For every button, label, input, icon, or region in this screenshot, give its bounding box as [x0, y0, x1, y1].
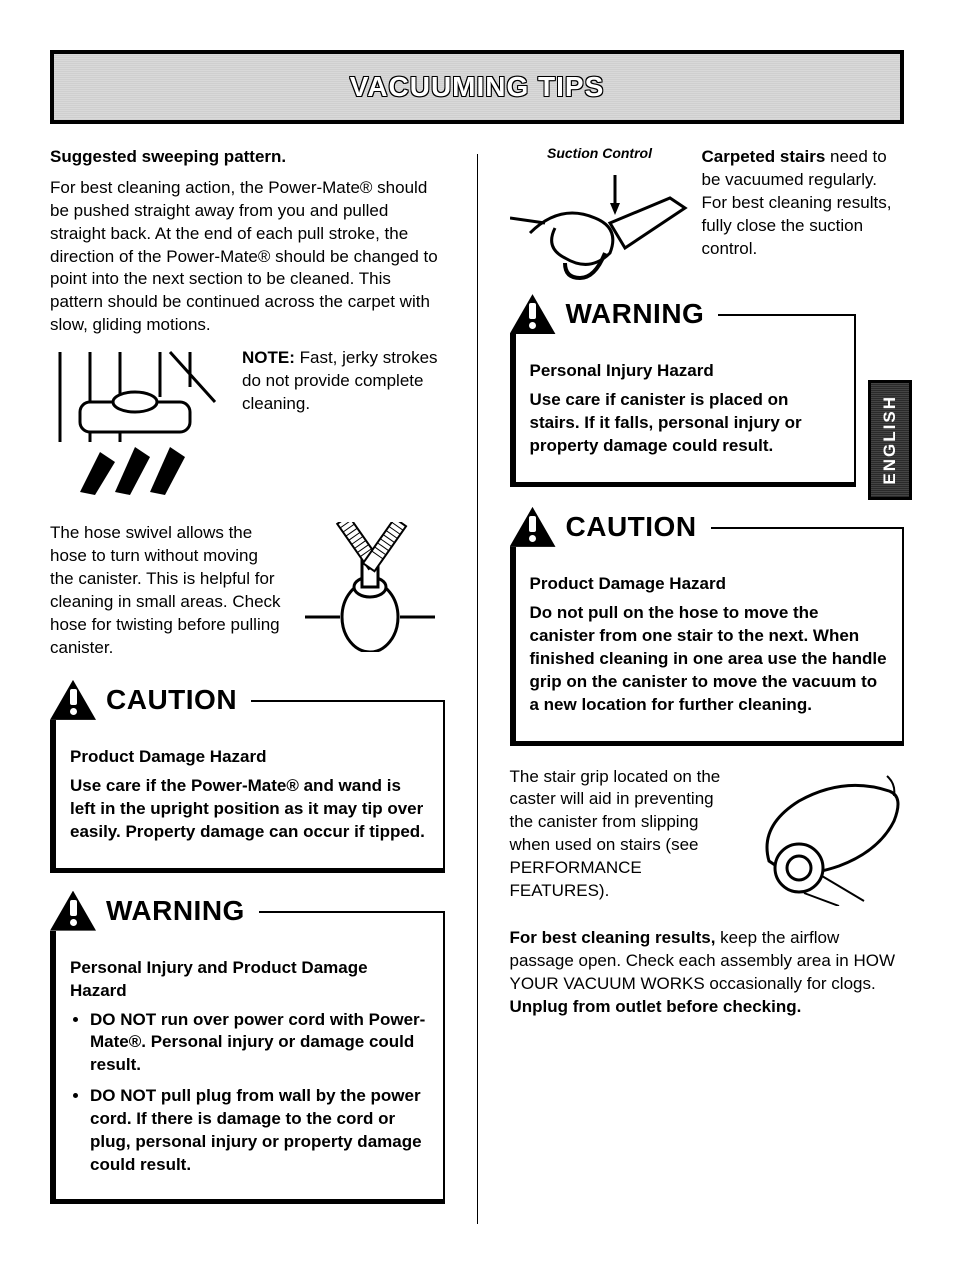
warning2-title: WARNING: [566, 295, 705, 333]
best-unplug: Unplug from outlet before checking.: [510, 997, 802, 1016]
warning2-body: Use care if canister is placed on stairs…: [530, 389, 841, 458]
warning-box-2: WARNING Personal Injury Hazard Use care …: [510, 314, 857, 487]
para-best-results: For best cleaning results, keep the airf…: [510, 927, 905, 1019]
hose-swivel-illustration: [295, 522, 445, 652]
left-column: Suggested sweeping pattern. For best cle…: [50, 146, 445, 1224]
para-hose-swivel: The hose swivel allows the hose to turn …: [50, 522, 283, 660]
language-tab-label: ENGLISH: [879, 395, 902, 485]
header-banner: VACUUMING TIPS: [50, 50, 904, 124]
warning-triangle-icon: [510, 507, 556, 547]
canister-stair-grip-illustration: [744, 766, 904, 906]
stairs-lead: Carpeted stairs: [702, 147, 826, 166]
right-column: Suction Control Carpe: [510, 146, 905, 1224]
para-sweeping: For best cleaning action, the Power-Mate…: [50, 177, 445, 338]
page-title: VACUUMING TIPS: [54, 68, 900, 106]
warning1-item: DO NOT pull plug from wall by the power …: [90, 1085, 429, 1177]
language-tab: ENGLISH: [868, 380, 912, 500]
para-stair-grip: The stair grip located on the caster wil…: [510, 766, 733, 904]
warning-triangle-icon: [50, 891, 96, 931]
warning1-list: DO NOT run over power cord with Power-Ma…: [70, 1009, 429, 1178]
heading-sweeping: Suggested sweeping pattern.: [50, 146, 445, 169]
warning-triangle-icon: [50, 680, 96, 720]
caution1-sub: Product Damage Hazard: [70, 746, 429, 769]
note-text: NOTE: Fast, jerky strokes do not provide…: [242, 347, 445, 416]
warning-triangle-icon: [510, 294, 556, 334]
sweeping-pattern-illustration: [50, 347, 230, 497]
best-lead: For best cleaning results,: [510, 928, 716, 947]
caution2-body: Do not pull on the hose to move the cani…: [530, 602, 889, 717]
warning-box-1: WARNING Personal Injury and Product Dama…: [50, 911, 445, 1204]
warning1-sub: Personal Injury and Product Damage Hazar…: [70, 957, 429, 1003]
caution2-sub: Product Damage Hazard: [530, 573, 889, 596]
note-label: NOTE:: [242, 348, 295, 367]
warning2-sub: Personal Injury Hazard: [530, 360, 841, 383]
column-divider: [477, 154, 478, 1224]
caution-title: CAUTION: [106, 681, 237, 719]
caution1-body: Use care if the Power-Mate® and wand is …: [70, 775, 429, 844]
suction-control-illustration: [510, 163, 690, 283]
warning1-item: DO NOT run over power cord with Power-Ma…: [90, 1009, 429, 1078]
warning-title: WARNING: [106, 892, 245, 930]
caution-box-2: CAUTION Product Damage Hazard Do not pul…: [510, 527, 905, 746]
caution2-title: CAUTION: [566, 508, 697, 546]
para-carpeted-stairs: Carpeted stairs need to be vacuumed regu…: [702, 146, 905, 261]
suction-control-label: Suction Control: [510, 146, 690, 161]
caution-box-1: CAUTION Product Damage Hazard Use care i…: [50, 700, 445, 873]
